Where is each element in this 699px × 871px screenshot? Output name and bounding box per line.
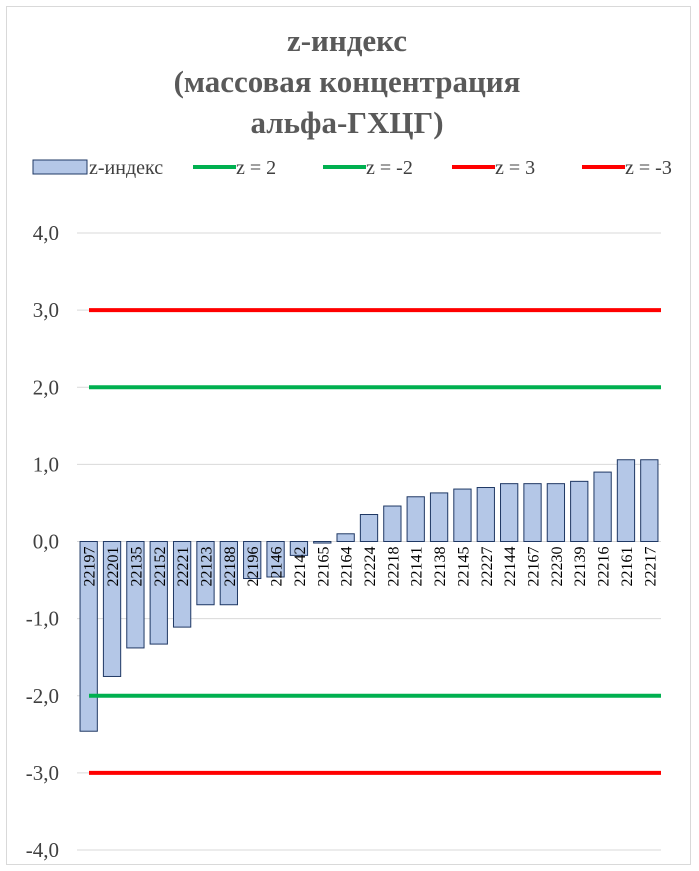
bar <box>243 541 262 580</box>
legend-swatch-bar <box>32 159 88 175</box>
bar <box>383 505 402 542</box>
bar <box>523 483 542 542</box>
chart-title: z-индекс (массовая концентрация альфа-ГХ… <box>174 23 521 140</box>
bar <box>313 541 332 544</box>
category-label: 22196 <box>245 547 262 587</box>
y-tick-label: 1,0 <box>33 452 59 476</box>
y-tick-label: 4,0 <box>33 221 59 245</box>
category-label: 22224 <box>362 547 379 587</box>
y-tick-label: 0,0 <box>33 530 59 554</box>
reference-lines <box>89 308 661 775</box>
category-label: 22135 <box>128 547 145 587</box>
category-label: 22164 <box>339 547 356 587</box>
chart-svg: z-индекс (массовая концентрация альфа-ГХ… <box>26 23 672 862</box>
bar-series <box>79 459 659 732</box>
category-label: 22142 <box>292 547 309 587</box>
chart-legend: z-индекс z = 2 z = -2 z = 3 z = -3 <box>32 157 672 179</box>
bar <box>453 488 472 542</box>
bar <box>126 541 145 649</box>
bar <box>476 487 495 543</box>
bar <box>79 541 98 732</box>
bar <box>593 471 612 542</box>
category-label: 22197 <box>82 547 99 587</box>
chart-title-line-2: (массовая концентрация <box>174 64 521 99</box>
bar <box>289 541 309 556</box>
bar <box>102 541 122 677</box>
y-tick-label: 3,0 <box>33 298 59 322</box>
bar <box>336 533 355 542</box>
category-label: 22221 <box>175 547 192 587</box>
category-label: 22188 <box>222 547 239 587</box>
bar <box>149 541 168 645</box>
category-label: 22201 <box>105 547 122 587</box>
category-label: 22144 <box>502 547 519 587</box>
bar <box>406 496 425 542</box>
category-labels: 22197 22201 22135 22152 22221 22123 22188 22196… <box>82 547 660 587</box>
category-label: 22146 <box>269 547 286 587</box>
category-label: 22139 <box>572 547 589 587</box>
category-label: 22165 <box>315 547 332 587</box>
category-label: 22216 <box>596 547 613 587</box>
bar <box>172 541 192 628</box>
bar <box>196 541 215 606</box>
y-tick-label: -3,0 <box>26 761 59 785</box>
y-tick-label: -4,0 <box>26 838 59 862</box>
category-label: 22145 <box>455 547 472 587</box>
bar <box>429 492 449 543</box>
category-label: 22141 <box>409 547 426 587</box>
bar <box>640 459 659 542</box>
category-label: 22138 <box>432 547 449 587</box>
legend-label: z = 3 <box>495 157 535 179</box>
category-label: 22230 <box>549 547 566 587</box>
legend-label: z = -3 <box>625 157 672 179</box>
category-label: 22218 <box>385 547 402 587</box>
category-label: 22161 <box>619 547 636 587</box>
chart-title-line-3: альфа-ГХЦГ) <box>250 105 443 140</box>
category-label: 22227 <box>479 547 496 587</box>
bar <box>570 480 589 542</box>
chart-frame: z-индекс (массовая концентрация альфа-ГХ… <box>6 6 691 865</box>
category-label: 22123 <box>198 547 215 587</box>
bar <box>266 541 285 578</box>
category-label: 22217 <box>642 547 659 587</box>
legend-label: z = 2 <box>236 157 276 179</box>
bar <box>219 541 238 606</box>
category-label: 22152 <box>152 547 169 587</box>
bar <box>616 459 636 542</box>
chart-title-line-1: z-индекс <box>287 23 407 58</box>
bar <box>359 514 379 543</box>
bar <box>500 483 519 542</box>
y-axis-ticks: 4,0 3,0 2,0 1,0 0,0 -1,0 -2,0 -3,0 -4,0 <box>26 221 59 862</box>
y-tick-label: -2,0 <box>26 684 59 708</box>
bar <box>546 483 566 542</box>
legend-label: z-индекс <box>89 157 163 179</box>
legend-label: z = -2 <box>366 157 413 179</box>
category-label: 22167 <box>526 547 543 587</box>
y-tick-label: -1,0 <box>26 607 59 631</box>
y-tick-label: 2,0 <box>33 375 59 399</box>
